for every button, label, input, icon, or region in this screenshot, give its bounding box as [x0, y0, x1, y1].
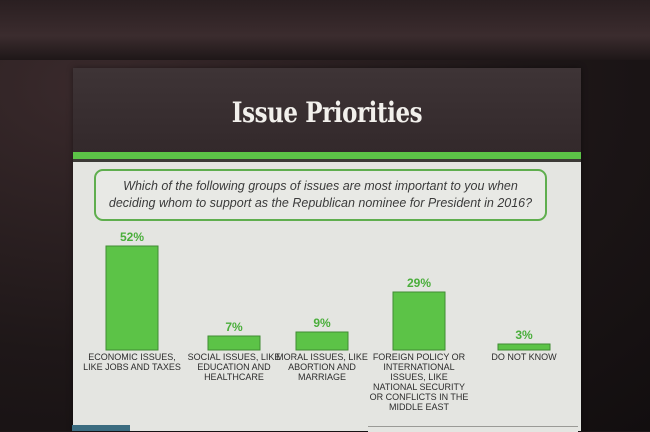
slide-title: Issue Priorities	[231, 96, 423, 129]
bar-1	[105, 245, 159, 351]
footer-logo-strip	[72, 425, 130, 431]
data-label-3: 9%	[313, 316, 331, 330]
header-accent-rule	[73, 152, 581, 159]
category-label-2: SOCIAL ISSUES, LIKE EDUCATION AND HEALTHCA…	[188, 352, 281, 382]
bar-5	[497, 343, 551, 351]
bar-chart: 52% ECONOMIC ISSUES, LIKE JOBS AND TAXES 7%…	[83, 230, 557, 412]
category-label-4: FOREIGN POLICY OR INTERNATIONAL ISSUES, LI…	[370, 352, 469, 412]
question-box: Which of the following groups of issues …	[94, 169, 547, 221]
category-label-3: MORAL ISSUES, LIKE ABORTION AND MARRIAGE	[276, 352, 368, 382]
data-label-5: 3%	[515, 328, 533, 342]
category-label-5: DO NOT KNOW	[491, 352, 557, 362]
slide-header: Issue Priorities	[73, 68, 581, 152]
bar-2	[207, 335, 261, 351]
footer-source-box	[368, 426, 578, 432]
data-label-4: 29%	[407, 276, 431, 290]
category-label-1: ECONOMIC ISSUES, LIKE JOBS AND TAXES	[83, 352, 181, 372]
data-label-2: 7%	[225, 320, 243, 334]
bar-3	[295, 331, 349, 351]
header-divider-rule	[73, 159, 581, 162]
question-text: Which of the following groups of issues …	[108, 179, 533, 210]
presentation-slide: Issue Priorities Which of the following …	[73, 68, 581, 431]
bar-4	[392, 291, 446, 351]
data-label-1: 52%	[120, 230, 144, 244]
room-ceiling	[0, 0, 650, 60]
